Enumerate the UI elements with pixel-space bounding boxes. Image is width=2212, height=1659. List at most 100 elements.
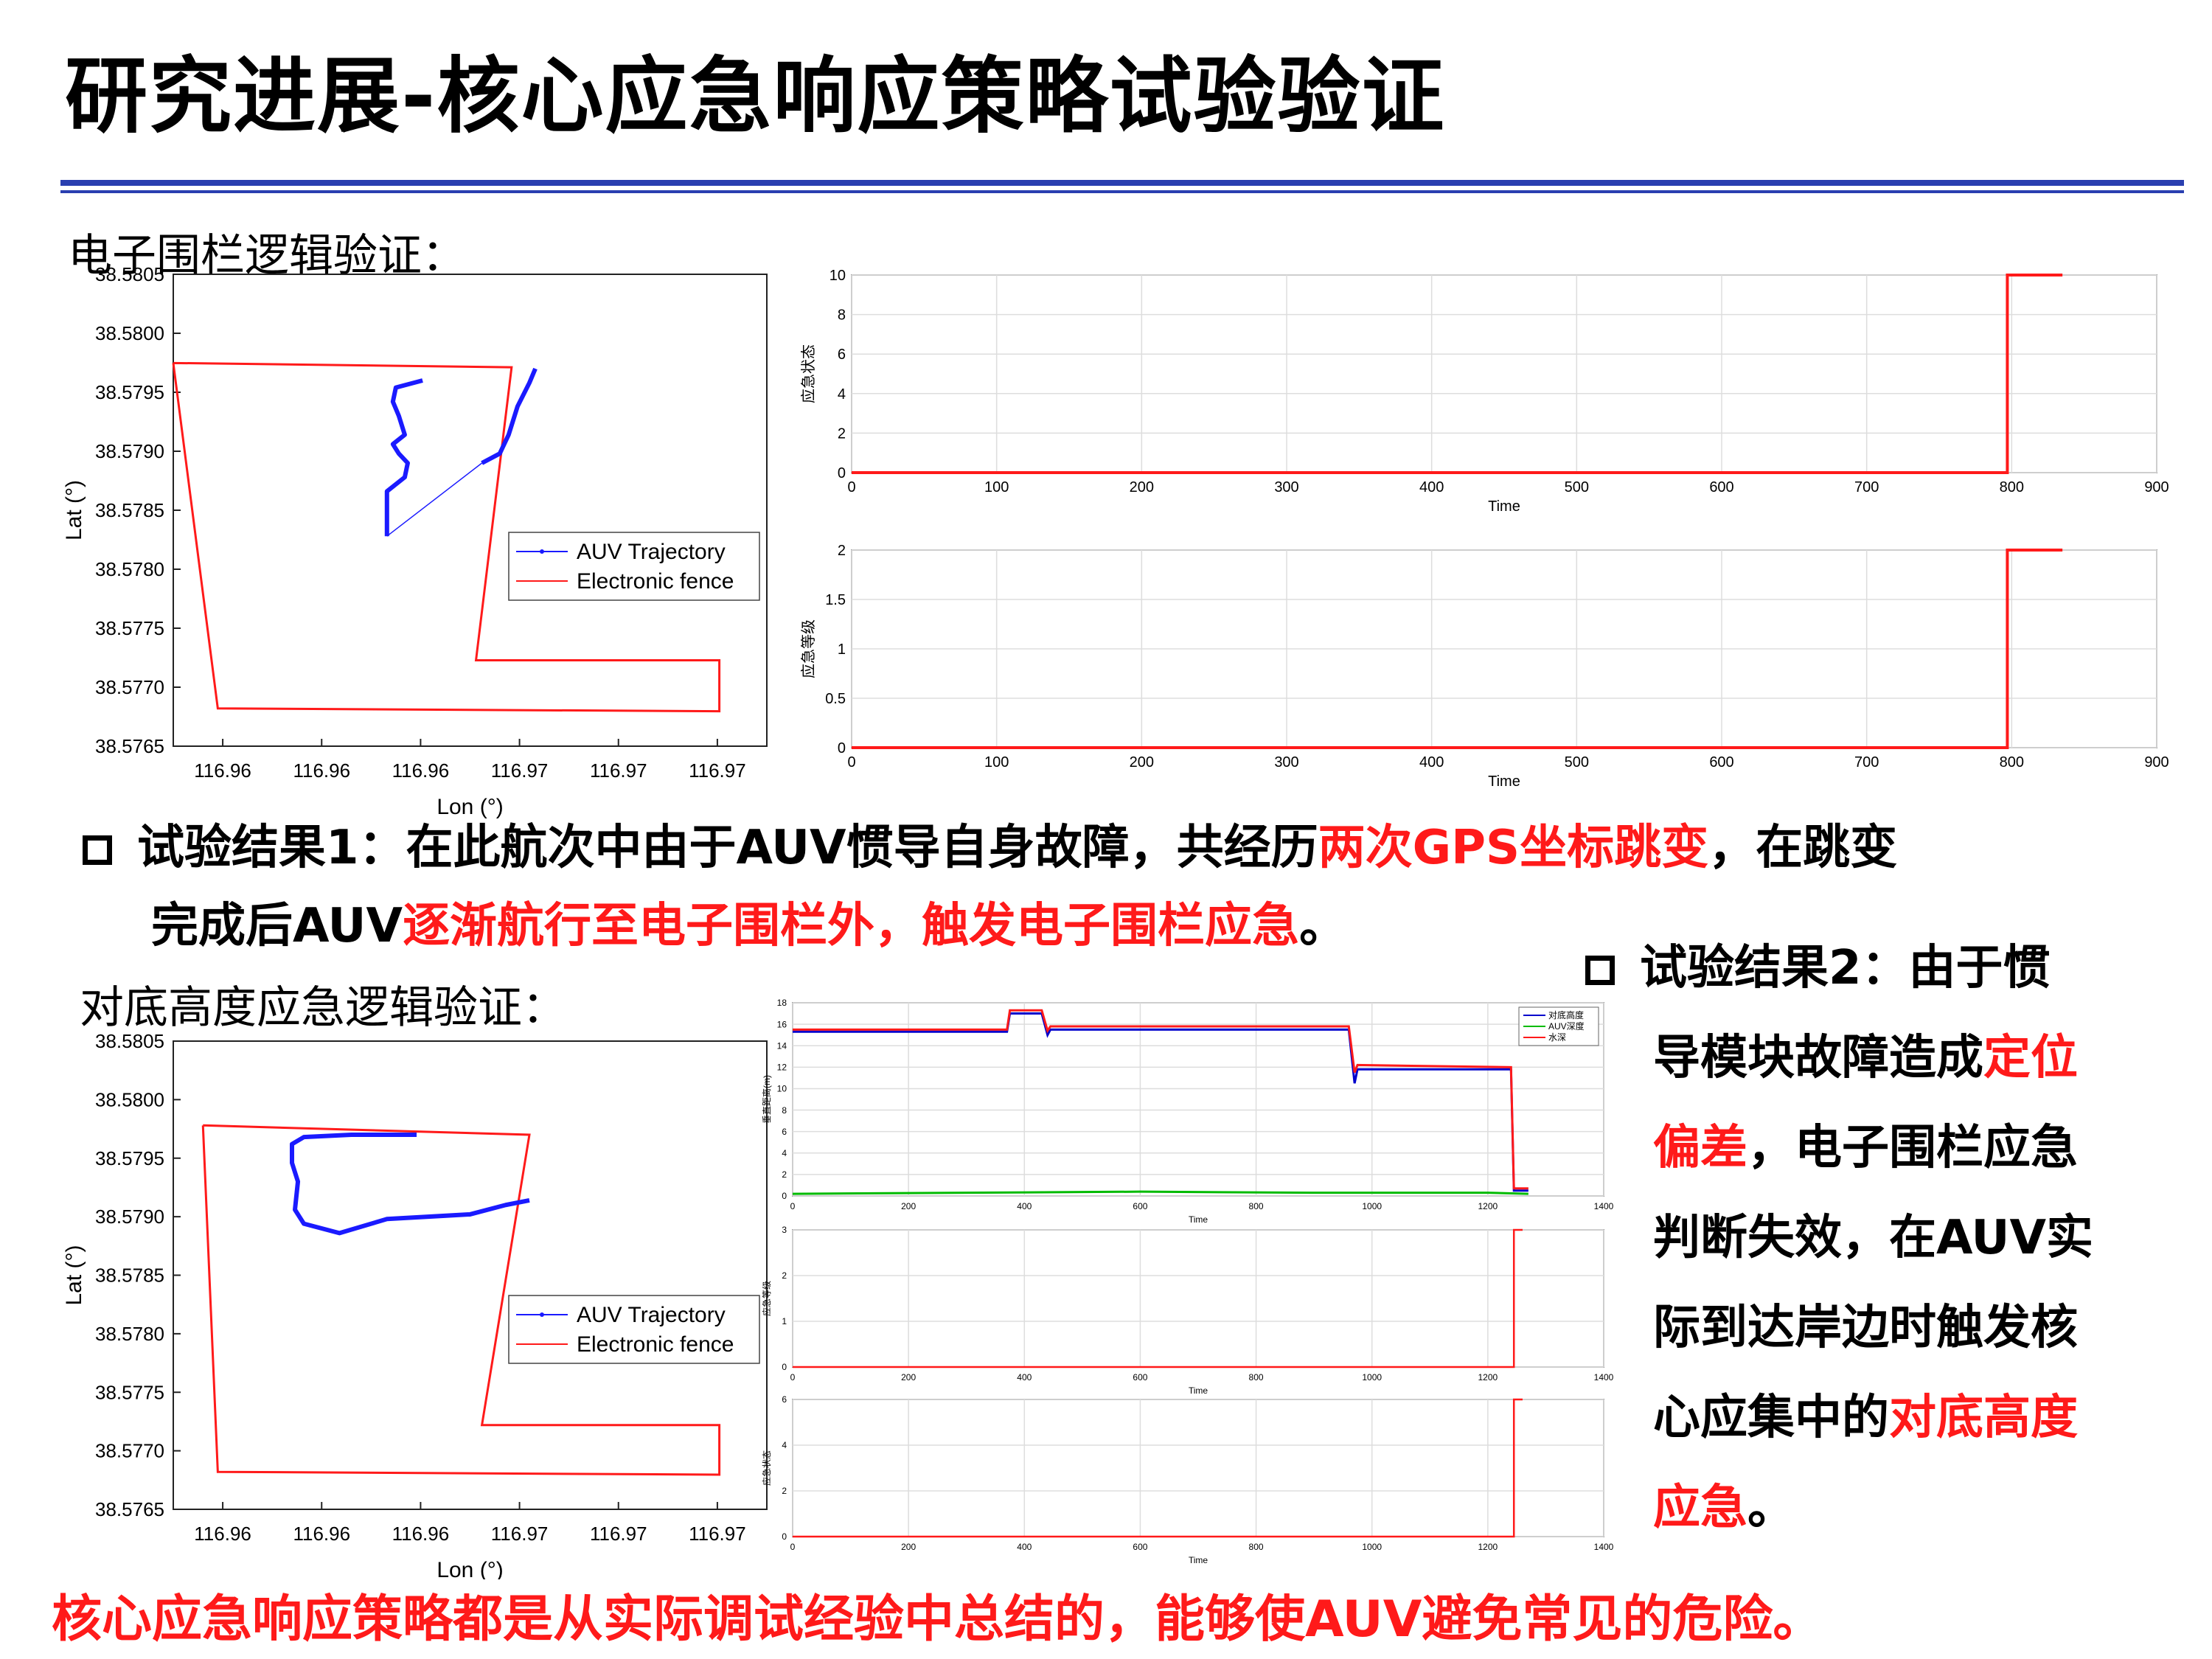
x-tick-label: 200 xyxy=(901,1372,916,1382)
x-tick-label: 116.97 xyxy=(590,1523,647,1545)
result2-line: 心应集中的对底高度 xyxy=(1585,1373,2205,1463)
result2-l4: 判断失效，在AUV实 xyxy=(1653,1211,2094,1265)
x-tick-label: 800 xyxy=(1249,1542,1264,1552)
result2-block: 试验结果2：由于惯 导模块故障造成定位 偏差，电子围栏应急 判断失效，在AUV实… xyxy=(1585,923,2205,1553)
y-tick-label: 0 xyxy=(782,1362,787,1372)
result2-l5: 际到达岸边时触发核 xyxy=(1653,1301,2078,1355)
series-line xyxy=(793,1398,1523,1538)
y-tick-label: 2 xyxy=(838,425,846,442)
result2-l2b: 定位 xyxy=(1983,1031,2078,1085)
x-tick-label: 1200 xyxy=(1478,1542,1498,1552)
x-tick-label: 116.96 xyxy=(392,759,450,782)
result1-end: 。 xyxy=(1299,899,1347,953)
x-tick-label: 800 xyxy=(1249,1372,1264,1382)
x-tick-label: 800 xyxy=(2000,754,2024,771)
y-tick-label: 2 xyxy=(782,1486,787,1496)
y-tick-label: 1 xyxy=(782,1316,787,1326)
plot-area xyxy=(851,274,2157,473)
x-tick-label: 116.96 xyxy=(392,1523,450,1545)
page-title: 研究进展-核心应急响应策略试验验证 xyxy=(65,49,1446,145)
y-tick-label: 38.5775 xyxy=(95,617,164,639)
result2-l3b: ，电子围栏应急 xyxy=(1747,1121,2078,1175)
fence-map-chart-2: 38.5805 38.5800 38.5795 38.5790 38.5785 38.57… xyxy=(62,1030,768,1579)
result1-line1: 试验结果1：在此航次中由于AUV惯导自身故障，共经历两次GPS坐标跳变，在跳变 xyxy=(83,820,1897,876)
result1-line2: 完成后AUV逐渐航行至电子围栏外，触发电子围栏应急。 xyxy=(151,898,1346,954)
section-height-title: 对底高度应急逻辑验证： xyxy=(80,982,566,1034)
plot-area xyxy=(173,274,768,747)
x-tick-label: 100 xyxy=(984,754,1009,771)
x-tick-label: 400 xyxy=(1017,1542,1032,1552)
y-tick-label: 2 xyxy=(838,543,846,559)
result2-l2a: 导模块故障造成 xyxy=(1653,1031,1983,1085)
plot-area xyxy=(792,1229,1604,1368)
y-tick-label: 38.5770 xyxy=(95,1440,164,1462)
x-tick-label: 300 xyxy=(1274,479,1298,495)
y-tick-label: 0 xyxy=(782,1531,787,1542)
x-tick-label: 100 xyxy=(984,479,1009,495)
x-tick-label: 1200 xyxy=(1478,1201,1498,1211)
result2-line: 试验结果2：由于惯 xyxy=(1585,923,2205,1013)
y-tick-label: 4 xyxy=(838,386,846,403)
y-tick-label: 10 xyxy=(777,1084,787,1094)
y-tick-label: 0 xyxy=(838,465,846,481)
y-tick-label: 8 xyxy=(838,307,846,324)
x-tick-label: 900 xyxy=(2144,479,2168,495)
result1-highlight-gps: 两次GPS坐标跳变 xyxy=(1318,821,1709,875)
x-tick-label: 1000 xyxy=(1362,1372,1382,1382)
y-tick-label: 12 xyxy=(777,1062,787,1073)
x-tick-label: 116.96 xyxy=(194,1523,251,1545)
y-tick-label: 6 xyxy=(838,347,846,363)
result2-line: 判断失效，在AUV实 xyxy=(1585,1193,2205,1283)
y-tick-label: 38.5795 xyxy=(95,1147,164,1169)
y-tick-label: 38.5775 xyxy=(95,1381,164,1403)
x-tick-label: 900 xyxy=(2144,754,2168,771)
result2-l1: 试验结果2：由于惯 xyxy=(1640,941,2051,995)
result1-line2-start: 完成后AUV xyxy=(151,899,403,953)
x-tick-label: 1400 xyxy=(1594,1201,1614,1211)
x-axis-label: Lon (°) xyxy=(437,1558,503,1579)
y-tick-label: 38.5790 xyxy=(95,440,164,462)
y-tick-label: 38.5785 xyxy=(95,499,164,521)
result2-line: 应急。 xyxy=(1585,1463,2205,1553)
y-tick-label: 1.5 xyxy=(825,592,846,608)
emergency-level-chart-2: 0 200 400 600 800 1000 1200 1400 0 1 2 3 Time 应急等级 xyxy=(761,1225,1614,1394)
y-tick-label: 38.5765 xyxy=(95,1498,164,1520)
result2-l6b: 对底高度 xyxy=(1889,1391,2078,1445)
x-tick-label: 116.97 xyxy=(590,759,647,782)
legend-trajectory-marker xyxy=(540,1312,544,1317)
y-axis-label: 应急状态 xyxy=(800,344,817,403)
fence-line xyxy=(172,361,721,713)
plot-area xyxy=(792,1399,1604,1537)
y-tick-label: 1 xyxy=(838,641,846,658)
x-tick-label: 600 xyxy=(1133,1542,1147,1552)
x-tick-label: 0 xyxy=(790,1372,796,1382)
trajectory-line xyxy=(481,367,538,465)
x-tick-label: 600 xyxy=(1709,754,1733,771)
x-tick-label: 500 xyxy=(1565,479,1589,495)
fence-map-chart-1: 38.5805 38.5800 38.5795 38.5790 38.5785 38.57… xyxy=(62,263,768,819)
x-tick-label: 200 xyxy=(901,1542,916,1552)
y-tick-label: 38.5765 xyxy=(95,735,164,757)
x-tick-label: 0 xyxy=(790,1542,796,1552)
y-axis-label: 应急状态 xyxy=(761,1450,772,1486)
y-axis-label: Lat (°) xyxy=(62,1245,86,1305)
gps-jump-line xyxy=(386,462,483,537)
y-tick-label: 4 xyxy=(782,1148,787,1158)
x-tick-label: 116.96 xyxy=(194,759,251,782)
y-tick-label: 38.5770 xyxy=(95,676,164,698)
x-tick-label: 700 xyxy=(1854,754,1879,771)
y-tick-label: 38.5805 xyxy=(95,263,164,285)
legend-label: AUV深度 xyxy=(1548,1020,1585,1032)
y-tick-label: 38.5805 xyxy=(95,1030,164,1052)
legend-trajectory-label: AUV Trajectory xyxy=(577,1303,726,1327)
emergency-level-chart-1: 0 100 200 300 400 500 600 700 800 900 0 0.5 1 1.5 2 Tim… xyxy=(800,543,2169,790)
legend-trajectory-label: AUV Trajectory xyxy=(577,540,726,564)
y-tick-label: 0 xyxy=(782,1191,787,1201)
y-tick-label: 4 xyxy=(782,1440,787,1450)
fence-line xyxy=(201,1124,721,1476)
x-tick-label: 800 xyxy=(2000,479,2024,495)
y-tick-label: 38.5795 xyxy=(95,381,164,403)
legend-box xyxy=(508,532,760,601)
x-tick-label: 0 xyxy=(790,1201,796,1211)
trajectory-line xyxy=(384,378,423,537)
